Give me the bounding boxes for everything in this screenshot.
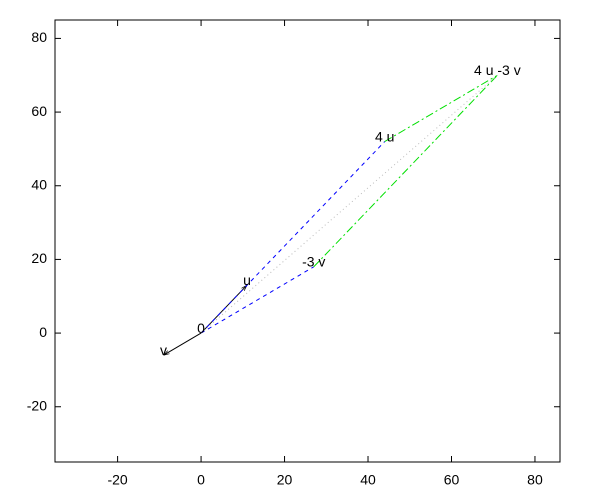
x-tick-label: 40 [360, 472, 376, 488]
plot-frame [54, 19, 561, 463]
x-tick-label: 60 [444, 472, 460, 488]
x-tick-label: 0 [197, 472, 205, 488]
vector-line [200, 74, 498, 334]
x-tick-label: -20 [107, 472, 127, 488]
point-label: -3 v [302, 253, 325, 269]
vector-line [200, 266, 315, 334]
y-tick-label: 20 [31, 250, 47, 266]
point-label: 0 [197, 320, 205, 336]
vector-line [164, 332, 202, 355]
x-tick-label: 80 [527, 472, 543, 488]
point-label: u [243, 272, 251, 288]
y-tick-label: 0 [39, 324, 47, 340]
y-tick-label: -20 [27, 397, 47, 413]
x-tick-label: 20 [277, 472, 293, 488]
vector-line [313, 74, 498, 268]
y-tick-label: 40 [31, 176, 47, 192]
y-tick-label: 60 [31, 103, 47, 119]
point-label: 4 u [375, 128, 394, 144]
y-tick-label: 80 [31, 29, 47, 45]
point-label: 4 u -3 v [474, 62, 521, 78]
vector-line [384, 74, 498, 142]
point-label: v [160, 342, 167, 358]
